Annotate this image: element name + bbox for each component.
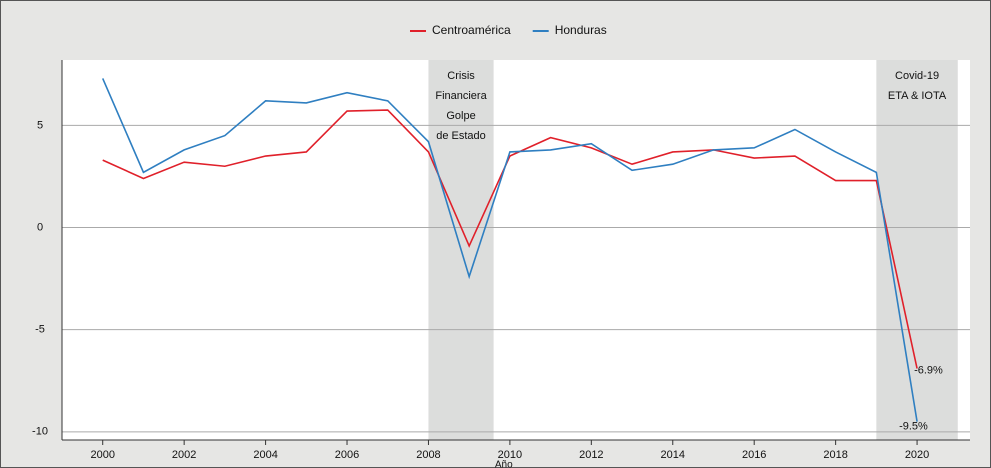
x-tick-label: 2016 [742, 449, 766, 461]
y-tick-label: 0 [37, 221, 43, 233]
annotation: Covid-19 [895, 70, 939, 82]
annotation: de Estado [436, 130, 486, 142]
y-tick-label: -10 [32, 426, 48, 438]
x-tick-label: 2020 [905, 449, 929, 461]
annotation: Golpe [446, 110, 475, 122]
annotation: ETA & IOTA [888, 90, 947, 102]
line-series [101, 78, 918, 422]
line-series [102, 109, 918, 369]
legend-label: Honduras [555, 23, 607, 37]
x-tick-label: 2014 [661, 449, 685, 461]
plot-area [62, 60, 970, 440]
y-tick-label: 5 [37, 119, 43, 131]
data-label: -6.9% [914, 364, 943, 376]
annotation: Crisis [447, 70, 475, 82]
x-tick-label: 2010 [498, 449, 522, 461]
x-tick-label: 2006 [335, 449, 359, 461]
annotation: Financiera [435, 90, 487, 102]
shaded-region [876, 60, 958, 440]
legend-label: Centroamérica [432, 23, 511, 37]
x-tick-label: 2004 [253, 449, 277, 461]
data-label: -9.5% [899, 421, 928, 433]
x-tick-label: 2002 [172, 449, 196, 461]
x-tick-label: 2018 [823, 449, 847, 461]
x-tick-label: 2000 [90, 449, 114, 461]
x-tick-label: 2008 [416, 449, 440, 461]
y-tick-label: -5 [35, 324, 45, 336]
x-tick-label: 2012 [579, 449, 603, 461]
x-axis-label: Año [495, 460, 513, 468]
